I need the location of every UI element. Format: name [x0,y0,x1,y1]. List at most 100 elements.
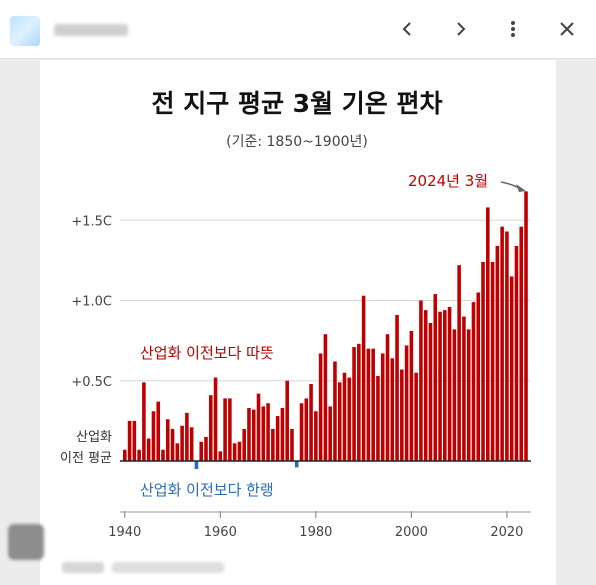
bar-1961 [223,398,227,461]
bar-1977 [299,403,304,461]
more-vertical-icon [511,21,515,37]
bar-1993 [376,375,380,461]
chart-subtitle: (기준: 1850~1900년) [226,134,368,150]
image-card [40,60,556,585]
baseline-label-line1: 산업화 [76,430,112,445]
bar-2003 [423,310,428,461]
y-tick-label: +1.0C [71,295,112,310]
bar-1997 [395,314,399,461]
bar-1984 [333,361,337,461]
x-tick-label: 1940 [108,525,141,540]
bar-2011 [462,316,466,461]
sender-name [54,24,128,36]
bar-1986 [342,372,347,461]
bar-2017 [490,261,495,461]
bar-1964 [237,441,242,461]
bar-1971 [271,428,275,461]
bar-1956 [199,441,203,461]
bar-2006 [438,311,442,461]
back-button[interactable] [392,14,422,44]
more-button[interactable] [498,14,528,44]
bar-1966 [247,408,251,461]
bar-2016 [486,207,490,461]
bar-1995 [385,334,390,461]
bars [120,191,531,470]
warmer-annotation: 산업화 이전보다 따뜻 [140,344,274,362]
bar-1979 [309,383,313,461]
bar-1948 [161,449,165,461]
y-axis-ticks: +0.5C +1.0C +1.5C [71,214,112,390]
bar-1973 [280,408,285,461]
bar-2005 [433,294,438,461]
bottom-avatar[interactable] [8,524,44,560]
bar-1976 [294,461,299,468]
bar-1953 [185,412,189,461]
y-tick-label: +0.5C [71,375,112,390]
bar-1940 [123,449,127,461]
colder-annotation: 산업화 이전보다 한랭 [140,481,274,499]
bar-1955 [194,461,199,470]
bar-1944 [142,382,146,461]
bar-1983 [328,406,332,461]
bar-2020 [505,231,509,461]
bar-1968 [256,393,261,461]
bar-1996 [390,358,395,461]
bar-1975 [290,428,294,461]
chart-title: 전 지구 평균 3월 기온 편차 [152,89,443,118]
close-icon [560,22,574,36]
forward-button[interactable] [446,14,476,44]
bar-1991 [366,348,371,461]
x-tick-label: 2000 [395,525,428,540]
x-tick-label: 2020 [490,525,523,540]
bar-1942 [132,420,137,462]
bar-1941 [127,420,132,462]
bar-1945 [146,438,151,461]
bar-1951 [175,443,180,461]
bar-2012 [466,329,471,461]
bar-1962 [228,398,232,461]
avatar[interactable] [10,16,40,46]
bar-1960 [218,451,223,461]
bar-1980 [314,411,318,461]
bar-2014 [476,292,481,461]
bar-2001 [414,372,418,461]
bar-1950 [170,428,175,461]
bar-2015 [481,261,485,461]
bar-1985 [337,382,342,461]
bar-2000 [409,331,414,461]
bar-1967 [251,409,256,461]
bar-1990 [361,295,366,461]
bar-1999 [404,345,409,461]
bar-1981 [318,353,323,461]
bar-1963 [232,443,237,461]
bar-1982 [323,334,328,461]
bar-1949 [165,419,170,461]
bar-1998 [400,369,404,461]
bar-1987 [347,377,352,461]
y-tick-label: +1.5C [71,214,112,229]
bar-2023 [519,226,524,461]
bottom-meta [112,562,224,573]
close-button[interactable] [552,14,582,44]
chevron-left-icon [402,22,411,36]
bar-1957 [204,436,208,461]
bar-1989 [357,343,361,461]
bar-1974 [285,380,289,461]
baseline-label-line2: 이전 평균 [60,451,112,466]
bar-1958 [208,395,213,461]
viewer-toolbar [0,0,596,59]
bar-1959 [213,377,218,461]
highlight-annotation: 2024년 3월 [408,172,488,190]
bar-2022 [514,245,519,461]
bar-2021 [509,276,514,461]
bar-1954 [189,427,194,461]
bar-2013 [471,302,476,461]
bar-2007 [443,310,447,461]
bar-1943 [137,449,141,461]
bar-2008 [447,306,452,461]
highlight-arrowhead [516,184,526,192]
bar-1952 [180,425,184,461]
bar-1992 [371,348,375,461]
bar-2018 [495,245,500,461]
